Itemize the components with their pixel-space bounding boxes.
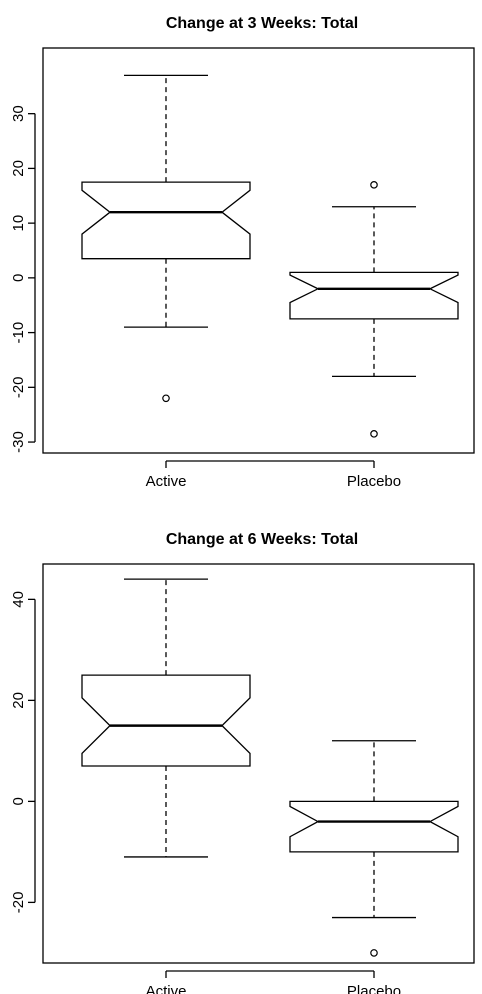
outlier-point (162, 394, 170, 403)
chart-6-weeks-svg: Change at 6 Weeks: Total -20 0 20 40 Active P… (10, 531, 475, 994)
y-tick-label: -20 (10, 376, 27, 398)
y-tick-label: 0 (10, 274, 27, 282)
outlier-point (370, 181, 378, 189)
x-tick-label: Active (146, 983, 187, 994)
y-tick-label: -30 (10, 431, 27, 453)
y-tick-label: 20 (10, 160, 27, 177)
outlier-point (370, 949, 378, 957)
chart-3-weeks: Change at 3 Weeks: Total -30 -20 -10 0 10 20 3… (10, 15, 475, 490)
y-tick-label: 10 (10, 215, 27, 232)
outlier-point (370, 430, 378, 438)
chart-title: Change at 6 Weeks: Total (166, 531, 358, 548)
chart-title: Change at 3 Weeks: Total (166, 15, 358, 32)
plot-frame (42, 47, 475, 454)
chart-3-weeks-svg: Change at 3 Weeks: Total -30 -20 -10 0 10 20 3… (10, 15, 475, 490)
chart-6-weeks: Change at 6 Weeks: Total -20 0 20 40 Active P… (0, 517, 482, 994)
y-tick-label: 40 (10, 591, 27, 608)
notched-box (289, 271, 459, 320)
x-tick-label: Placebo (347, 983, 401, 994)
y-tick-label: -20 (10, 892, 27, 914)
y-tick-label: 0 (10, 797, 27, 805)
y-tick-label: -10 (10, 322, 27, 344)
y-tick-label: 30 (10, 105, 27, 122)
x-tick-label: Placebo (347, 473, 401, 490)
plot-frame (42, 563, 475, 964)
y-tick-label: 20 (10, 692, 27, 709)
notched-box (289, 800, 459, 853)
notched-box (81, 674, 251, 767)
notched-box (81, 181, 251, 260)
x-tick-label: Active (146, 473, 187, 490)
